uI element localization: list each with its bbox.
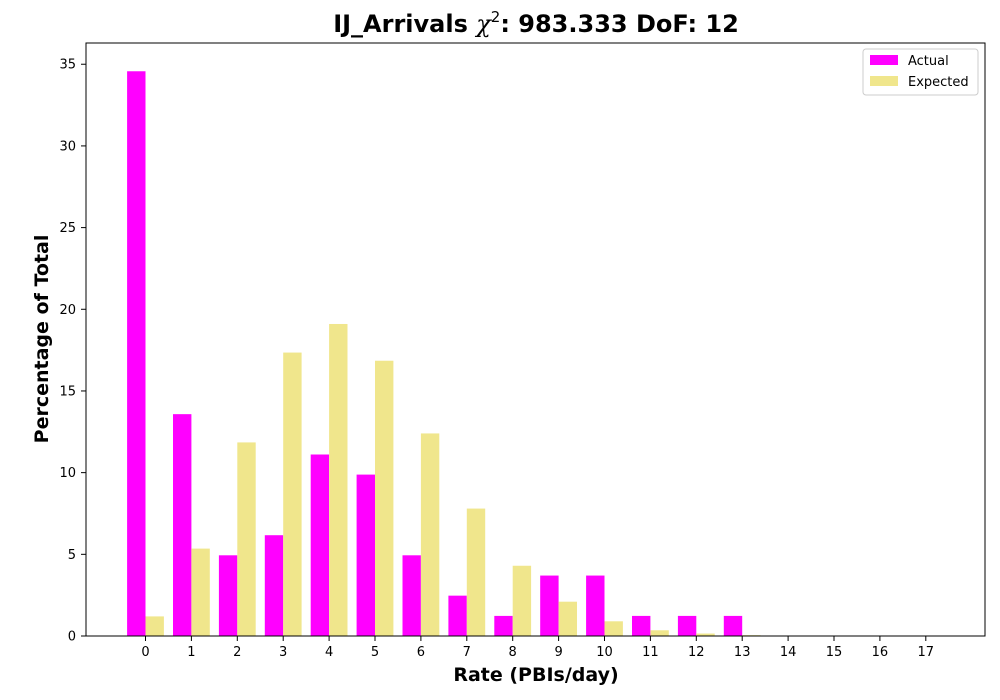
y-tick-label: 5	[68, 548, 76, 563]
plot-frame	[85, 42, 986, 637]
y-axis-label: Percentage of Total	[31, 235, 53, 444]
y-axis-ticks: 0 5 10 15 20 25 30 35	[59, 58, 86, 645]
bar-expected-8	[512, 565, 532, 636]
x-axis-ticks: 0 1 2 3 4 5 6 7 8 9 10 11 12 13 14 15 16 17	[141, 636, 934, 660]
legend-label-actual: Actual	[908, 54, 949, 69]
bar-actual-11	[632, 615, 651, 636]
bar-actual-1	[173, 414, 192, 636]
bars-group	[127, 71, 807, 637]
y-tick-label: 35	[59, 58, 76, 73]
bar-actual-6	[402, 555, 421, 636]
y-tick-label: 15	[59, 384, 76, 399]
x-tick-label: 14	[780, 645, 797, 660]
bar-expected-9	[558, 601, 577, 636]
bar-expected-7	[466, 508, 486, 636]
bar-expected-11	[650, 630, 669, 636]
bar-expected-3	[283, 352, 302, 636]
bar-actual-13	[723, 615, 743, 636]
bar-expected-2	[237, 442, 256, 636]
bar-actual-4	[310, 454, 330, 636]
title-suffix: : 983.333 DoF: 12	[500, 10, 738, 38]
y-tick-label: 0	[68, 630, 76, 645]
x-axis-label: Rate (PBIs/day)	[453, 664, 618, 686]
x-tick-label: 7	[463, 645, 471, 660]
legend-swatch-expected	[870, 76, 898, 86]
bar-expected-4	[329, 323, 348, 636]
bar-actual-10	[586, 575, 605, 636]
legend: Actual Expected	[862, 48, 979, 96]
x-tick-label: 10	[596, 645, 613, 660]
y-tick-label: 25	[59, 221, 76, 236]
x-tick-label: 6	[417, 645, 425, 660]
x-tick-label: 5	[371, 645, 379, 660]
x-tick-label: 12	[688, 645, 705, 660]
bar-expected-1	[191, 548, 210, 636]
x-tick-label: 1	[187, 645, 195, 660]
x-tick-label: 13	[734, 645, 751, 660]
legend-label-expected: Expected	[908, 75, 969, 90]
x-tick-label: 9	[554, 645, 562, 660]
x-tick-label: 2	[233, 645, 241, 660]
bar-expected-6	[420, 433, 440, 636]
legend-swatch-actual	[870, 55, 898, 65]
x-tick-label: 8	[509, 645, 517, 660]
bar-actual-3	[264, 535, 284, 636]
x-tick-label: 4	[325, 645, 333, 660]
bar-actual-0	[127, 71, 146, 637]
x-tick-label: 3	[279, 645, 287, 660]
bar-expected-0	[145, 616, 164, 636]
chart-title: IJ_Arrivals χ2: 983.333 DoF: 12	[333, 8, 739, 38]
title-chi: χ	[474, 10, 492, 38]
x-tick-label: 17	[918, 645, 935, 660]
title-prefix: IJ_Arrivals	[333, 10, 476, 38]
title-superscript: 2	[491, 8, 501, 26]
bar-actual-9	[540, 575, 559, 636]
bar-actual-12	[677, 615, 697, 636]
bar-actual-7	[448, 595, 467, 636]
y-tick-label: 20	[59, 303, 76, 318]
bar-expected-10	[604, 621, 623, 636]
x-tick-label: 0	[141, 645, 149, 660]
x-tick-label: 11	[642, 645, 659, 660]
y-tick-label: 10	[59, 466, 76, 481]
x-tick-label: 16	[872, 645, 889, 660]
bar-expected-5	[375, 360, 394, 636]
bar-expected-12	[696, 633, 715, 636]
bar-actual-5	[356, 474, 375, 636]
bar-actual-8	[494, 615, 513, 636]
bar-actual-2	[218, 555, 238, 636]
y-tick-label: 30	[59, 139, 76, 154]
x-tick-label: 15	[826, 645, 843, 660]
